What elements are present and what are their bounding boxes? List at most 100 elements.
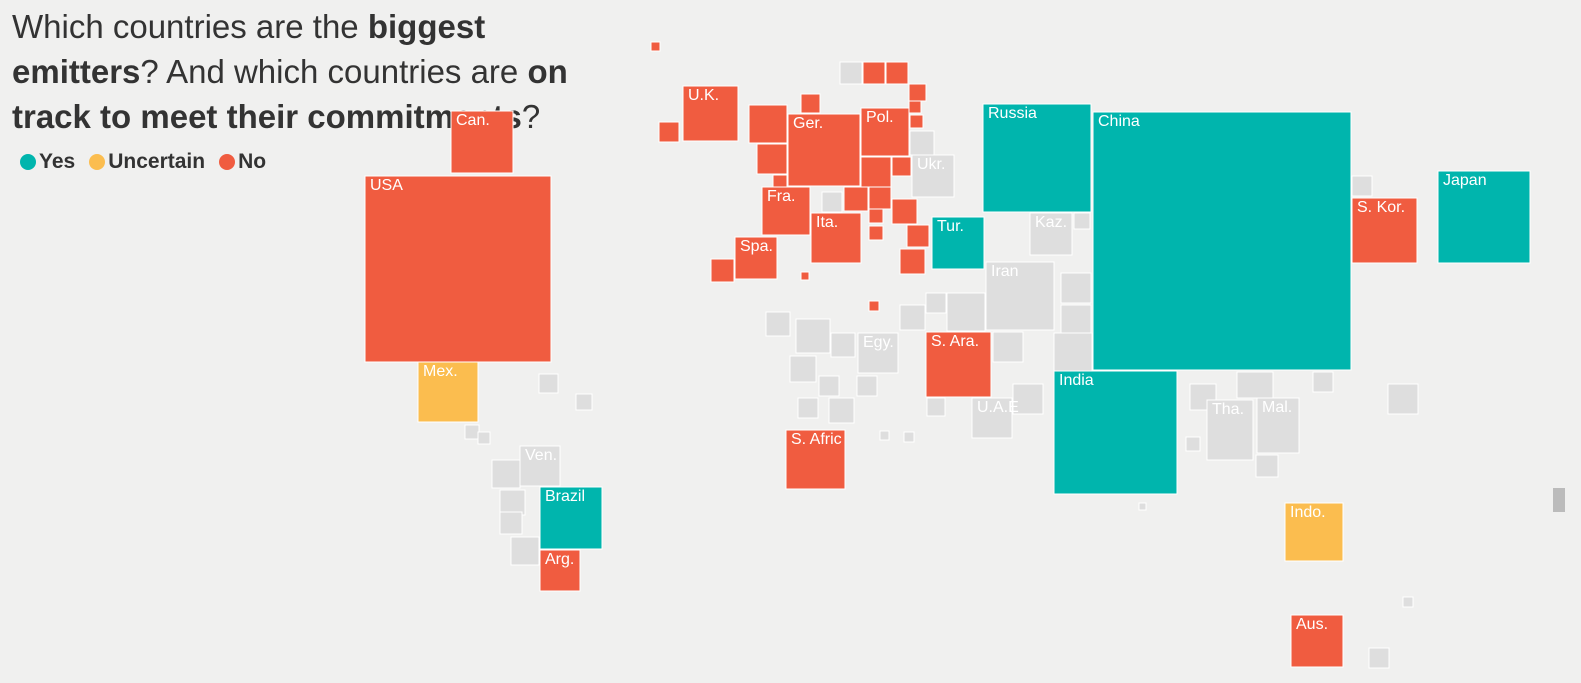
country-label: U.K. xyxy=(688,87,719,104)
country: Arg. xyxy=(539,549,581,592)
legend-swatch xyxy=(20,154,36,170)
country-square xyxy=(748,104,788,144)
country-square xyxy=(868,225,884,241)
country-square xyxy=(800,271,810,281)
country-square xyxy=(1255,454,1279,478)
country: Spa. xyxy=(734,236,778,280)
country: Aus. xyxy=(1290,614,1344,668)
country-square xyxy=(909,130,935,156)
country-square xyxy=(868,186,892,210)
legend-item: No xyxy=(219,150,266,174)
country-square xyxy=(772,174,788,188)
country-square xyxy=(839,61,863,85)
country-square xyxy=(491,459,521,489)
country: Mal. xyxy=(1256,397,1300,454)
country-square xyxy=(1092,111,1352,371)
country-square xyxy=(787,113,861,187)
country: Fra. xyxy=(761,186,811,236)
title-segment: on track to meet their commitments xyxy=(12,53,568,135)
country-label: Brazil xyxy=(545,488,585,505)
legend: Yes Uncertain No xyxy=(20,150,266,174)
country: Ven. xyxy=(519,445,561,487)
country-square xyxy=(899,304,926,331)
country-square xyxy=(926,397,946,417)
country-square xyxy=(797,397,819,419)
country-square xyxy=(450,110,514,174)
country-square xyxy=(1437,170,1531,264)
country: USA xyxy=(364,175,552,363)
country-square xyxy=(908,100,922,114)
country: China xyxy=(1092,111,1352,371)
country-square xyxy=(1290,614,1344,668)
country-square xyxy=(1236,371,1274,399)
country-square xyxy=(710,258,735,283)
country-square xyxy=(477,431,491,445)
country-square xyxy=(909,114,924,129)
country-square xyxy=(1387,383,1419,415)
country-label: Ukr. xyxy=(917,156,945,173)
country-square xyxy=(499,489,526,516)
country-square xyxy=(1351,197,1418,264)
country-square xyxy=(1368,647,1390,669)
country-label: S. Ara. xyxy=(931,333,979,350)
country-square xyxy=(464,424,480,440)
legend-label: Uncertain xyxy=(108,150,206,173)
country-label: Iran xyxy=(991,263,1019,280)
legend-swatch xyxy=(89,154,106,170)
country: Ukr. xyxy=(911,154,955,198)
country-square xyxy=(992,331,1024,363)
country-square xyxy=(539,486,603,550)
country-square xyxy=(1053,332,1093,372)
country-square xyxy=(1351,175,1373,197)
country-square xyxy=(843,186,869,212)
country-square xyxy=(860,156,892,188)
country-square xyxy=(499,511,523,535)
country: Russia xyxy=(982,103,1092,213)
country: Pol. xyxy=(860,107,910,157)
country-label: Fra. xyxy=(767,188,795,205)
country-square xyxy=(650,41,661,52)
country-square xyxy=(1073,212,1091,230)
country-label: Egy. xyxy=(863,334,894,351)
country: U.K. xyxy=(682,85,739,142)
country-label: Indo. xyxy=(1290,504,1326,521)
country-square xyxy=(879,430,890,441)
country-label: Ger. xyxy=(793,115,823,132)
country: Ita. xyxy=(810,212,862,264)
country-label: Can. xyxy=(456,112,490,129)
country: Tur. xyxy=(931,216,985,270)
legend-swatch xyxy=(219,154,236,170)
country: Can. xyxy=(450,110,514,174)
country-square xyxy=(931,216,985,270)
country-square xyxy=(971,397,1013,439)
title-segment: Which countries are the xyxy=(12,8,368,45)
country-square xyxy=(830,332,856,358)
country: Japan xyxy=(1437,170,1531,264)
country-square xyxy=(1284,502,1344,562)
country-square xyxy=(539,549,581,592)
country-square xyxy=(891,156,912,177)
country-square xyxy=(862,61,886,85)
country: S. Ara. xyxy=(925,331,992,398)
country-square xyxy=(510,536,540,566)
country-square xyxy=(891,198,918,225)
country-square xyxy=(538,373,559,394)
country-square xyxy=(1312,371,1334,393)
country-square xyxy=(519,445,561,487)
country-square xyxy=(828,397,855,424)
country-label: Ita. xyxy=(816,214,838,231)
country-square xyxy=(985,261,1055,331)
country-label: India xyxy=(1059,372,1094,389)
country-square xyxy=(899,248,926,275)
country-square xyxy=(734,236,778,280)
country-label: U.A.E xyxy=(977,399,1019,416)
country-square xyxy=(765,311,791,337)
country-square xyxy=(1029,212,1073,256)
country: Kaz. xyxy=(1029,212,1073,256)
country-square xyxy=(946,292,986,332)
country-label: Mex. xyxy=(423,363,458,380)
country-square xyxy=(800,93,821,114)
country: Ger. xyxy=(787,113,861,187)
country-square xyxy=(795,318,831,354)
